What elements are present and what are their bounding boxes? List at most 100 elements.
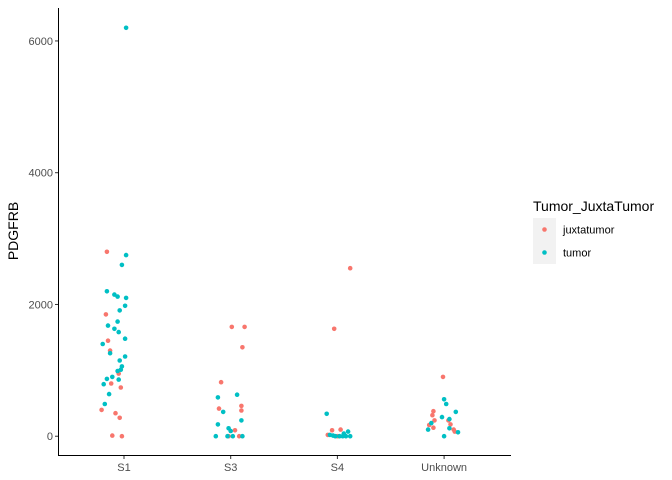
- data-point: [448, 422, 453, 427]
- data-point: [240, 345, 245, 350]
- data-point: [345, 429, 351, 434]
- x-tick-label-s4: S4: [331, 462, 344, 474]
- legend: Tumor_JuxtaTumor juxtatumor tumor: [533, 198, 654, 264]
- legend-key-tumor: [542, 250, 547, 255]
- data-point: [443, 401, 449, 407]
- data-point: [220, 409, 226, 415]
- data-point: [441, 397, 447, 402]
- data-point: [228, 428, 233, 434]
- data-point: [123, 252, 129, 258]
- data-point: [115, 319, 120, 324]
- x-tick-label-s3: S3: [224, 462, 237, 474]
- data-point: [115, 294, 120, 299]
- data-point: [230, 433, 236, 439]
- data-point: [242, 324, 247, 330]
- y-tick-label: 2000: [29, 299, 53, 311]
- data-point: [118, 385, 124, 390]
- data-point: [455, 430, 461, 435]
- plot-area: [99, 25, 461, 439]
- legend-key-juxtatumor: [542, 227, 547, 232]
- x-tick-label-unknown: Unknown: [421, 462, 467, 474]
- legend-label-tumor: tumor: [563, 248, 591, 260]
- data-point: [431, 425, 436, 431]
- data-point: [119, 433, 125, 439]
- data-point: [331, 326, 337, 332]
- data-point: [324, 411, 330, 417]
- data-point: [115, 368, 120, 374]
- data-point: [337, 433, 342, 439]
- data-point: [123, 25, 129, 31]
- data-point: [338, 427, 343, 432]
- data-point: [430, 412, 435, 418]
- y-tick-label: 4000: [29, 168, 53, 180]
- data-point: [105, 338, 111, 344]
- data-point: [113, 410, 118, 416]
- series-tumor: [100, 25, 461, 439]
- data-point: [105, 323, 111, 328]
- data-point: [104, 289, 110, 294]
- data-point: [425, 427, 431, 432]
- data-point: [225, 433, 230, 439]
- data-point: [122, 354, 128, 359]
- y-tick-label: 0: [47, 431, 53, 443]
- data-point: [108, 381, 114, 386]
- data-point: [216, 406, 222, 411]
- data-point: [347, 433, 353, 439]
- data-point: [439, 414, 445, 420]
- data-point: [110, 433, 115, 438]
- data-point: [432, 418, 437, 423]
- y-axis-title: PDGFRB: [5, 202, 21, 260]
- data-point: [110, 374, 115, 380]
- data-point: [234, 392, 240, 398]
- data-point: [116, 329, 121, 335]
- data-point: [215, 422, 221, 427]
- data-point: [119, 262, 125, 268]
- data-point: [440, 374, 446, 380]
- data-point: [447, 416, 452, 422]
- series-juxtatumor: [99, 249, 458, 439]
- data-point: [106, 391, 112, 397]
- data-point: [104, 249, 110, 255]
- data-point: [239, 418, 244, 423]
- data-point: [340, 433, 346, 439]
- data-point: [229, 324, 235, 330]
- data-point: [116, 377, 121, 382]
- data-point: [107, 350, 113, 356]
- data-point: [99, 407, 104, 413]
- data-point: [441, 433, 447, 439]
- data-point: [343, 433, 349, 439]
- data-point: [447, 426, 452, 431]
- y-tick-label: 6000: [29, 36, 53, 48]
- data-point: [102, 401, 108, 407]
- data-point: [112, 326, 117, 332]
- data-point: [213, 433, 219, 439]
- data-point: [218, 379, 224, 385]
- x-axis-ticks: S1 S3 S4 Unknown: [117, 456, 467, 474]
- data-point: [431, 408, 436, 414]
- data-point: [122, 303, 128, 309]
- data-point: [101, 381, 106, 387]
- data-point: [240, 433, 245, 439]
- x-tick-label-s1: S1: [117, 462, 130, 474]
- data-point: [429, 420, 434, 426]
- legend-title: Tumor_JuxtaTumor: [533, 198, 654, 214]
- data-point: [100, 341, 105, 347]
- data-point: [236, 433, 242, 439]
- data-point: [239, 403, 244, 409]
- data-point: [215, 395, 221, 400]
- data-point: [333, 433, 338, 439]
- data-point: [104, 376, 110, 382]
- data-point: [123, 295, 129, 301]
- data-point: [117, 308, 122, 313]
- data-point: [103, 312, 109, 317]
- data-point: [239, 408, 244, 413]
- data-point: [347, 265, 353, 271]
- data-point: [232, 428, 238, 433]
- data-point: [329, 428, 335, 433]
- data-point: [117, 415, 122, 421]
- data-point: [453, 409, 459, 415]
- legend-label-juxtatumor: juxtatumor: [562, 225, 615, 237]
- y-axis-ticks: 0 2000 4000 6000: [29, 36, 58, 443]
- data-point: [117, 358, 122, 363]
